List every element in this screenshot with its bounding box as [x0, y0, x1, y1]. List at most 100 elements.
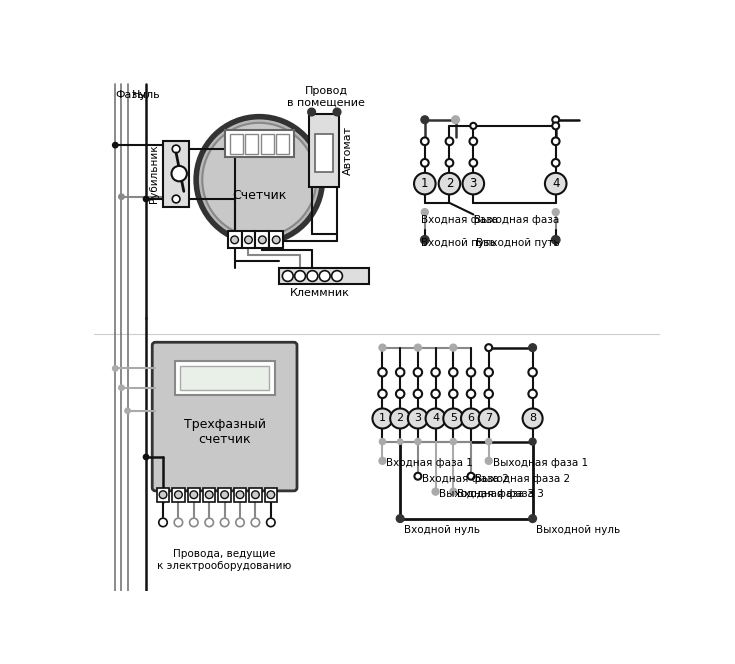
Circle shape [420, 236, 429, 244]
Bar [265, 488, 277, 501]
Circle shape [308, 108, 315, 116]
Text: Выходной путь: Выходной путь [476, 238, 559, 248]
Circle shape [172, 145, 180, 153]
Circle shape [295, 271, 306, 282]
Circle shape [445, 137, 453, 145]
Circle shape [390, 408, 410, 428]
Circle shape [485, 457, 492, 464]
Bar [309, 114, 339, 187]
Bar [203, 488, 215, 501]
Circle shape [171, 166, 187, 181]
Circle shape [484, 390, 493, 398]
Circle shape [452, 116, 459, 124]
Circle shape [450, 488, 456, 495]
Circle shape [190, 518, 198, 527]
Bar [187, 488, 200, 501]
Circle shape [528, 344, 537, 351]
Circle shape [443, 408, 463, 428]
Circle shape [484, 368, 493, 376]
Text: Входной путь: Входной путь [421, 238, 496, 248]
Text: Счетчик: Счетчик [232, 189, 287, 202]
Text: 4: 4 [552, 177, 559, 190]
Circle shape [445, 159, 453, 167]
Circle shape [379, 438, 386, 445]
Circle shape [172, 195, 180, 203]
Text: Трехфазный
счетчик: Трехфазный счетчик [184, 418, 265, 446]
Circle shape [552, 122, 559, 129]
Circle shape [379, 457, 386, 464]
Circle shape [421, 159, 429, 167]
Circle shape [486, 438, 492, 445]
Bar [249, 488, 262, 501]
Bar [256, 231, 269, 248]
Circle shape [396, 390, 404, 398]
Text: Выходная фаза 2: Выходная фаза 2 [475, 473, 570, 483]
Text: Выходная фаза: Выходная фаза [474, 215, 559, 225]
Circle shape [528, 390, 537, 398]
Circle shape [236, 518, 244, 527]
Text: Провод
в помещение: Провод в помещение [287, 86, 365, 108]
Circle shape [426, 408, 445, 428]
Circle shape [379, 344, 386, 351]
Circle shape [470, 137, 477, 145]
Circle shape [545, 173, 567, 195]
Circle shape [174, 518, 183, 527]
Bar [175, 361, 275, 395]
Circle shape [205, 491, 213, 499]
Circle shape [273, 236, 280, 244]
Circle shape [523, 408, 542, 428]
Bar [234, 488, 246, 501]
Circle shape [450, 344, 456, 351]
Text: 1: 1 [421, 177, 429, 190]
Text: 7: 7 [485, 414, 492, 424]
Text: Провода, ведущие
к электрооборудованию: Провода, ведущие к электрооборудованию [157, 549, 292, 571]
Circle shape [190, 491, 198, 499]
Circle shape [421, 208, 429, 216]
Bar [225, 131, 294, 157]
Circle shape [414, 173, 436, 195]
Bar [218, 488, 231, 501]
Circle shape [331, 271, 343, 282]
Text: Выходной нуль: Выходной нуль [537, 525, 621, 535]
Text: Входная фаза 1: Входная фаза 1 [387, 458, 473, 468]
Circle shape [307, 271, 318, 282]
Bar [245, 133, 259, 154]
Circle shape [251, 491, 259, 499]
Circle shape [552, 137, 559, 145]
Text: Выходная фаза 1: Выходная фаза 1 [492, 458, 588, 468]
Bar [172, 488, 184, 501]
Circle shape [415, 438, 421, 445]
Text: Клеммник: Клеммник [290, 288, 350, 298]
Circle shape [220, 518, 229, 527]
Circle shape [282, 271, 293, 282]
Circle shape [551, 236, 560, 244]
Text: Автомат: Автомат [343, 126, 354, 175]
Circle shape [552, 208, 559, 216]
Circle shape [125, 408, 130, 414]
Text: 3: 3 [415, 414, 421, 424]
Circle shape [251, 518, 259, 527]
Circle shape [467, 473, 475, 479]
Circle shape [159, 518, 168, 527]
Circle shape [119, 385, 124, 390]
Circle shape [461, 408, 481, 428]
Circle shape [112, 366, 118, 371]
Text: Входная фаза 2: Входная фаза 2 [422, 473, 509, 483]
Circle shape [267, 518, 275, 527]
Text: Входная фаза 3: Входная фаза 3 [457, 489, 544, 499]
Bar [230, 133, 243, 154]
Text: 5: 5 [450, 414, 456, 424]
Circle shape [408, 408, 428, 428]
Circle shape [259, 236, 266, 244]
Circle shape [415, 344, 421, 351]
Circle shape [236, 491, 244, 499]
Bar [261, 133, 274, 154]
Text: Входной нуль: Входной нуль [404, 525, 480, 535]
Circle shape [432, 488, 439, 495]
Circle shape [449, 390, 457, 398]
Text: Выходная фаза 3: Выходная фаза 3 [440, 489, 534, 499]
Circle shape [421, 137, 429, 145]
Circle shape [205, 518, 213, 527]
Circle shape [119, 194, 124, 199]
Circle shape [451, 438, 456, 445]
